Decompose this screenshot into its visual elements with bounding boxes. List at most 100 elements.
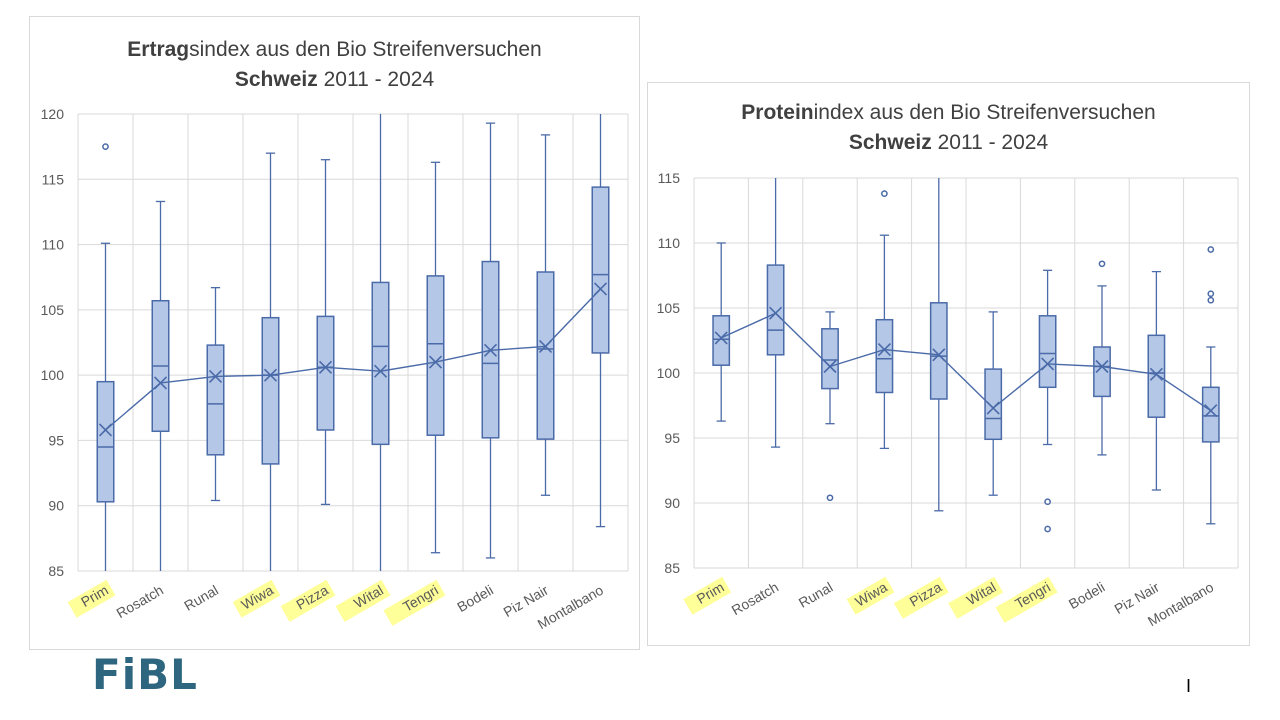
yield-boxplot-svg: 85 90 95 100 105 110 115 120 Prim Rosatch Runal Wiw… <box>41 106 629 632</box>
y-tick-label: 120 <box>41 106 65 122</box>
chart-title-bold: Ertrag <box>127 38 190 61</box>
chart-subtitle: Schweiz 2011 - 2024 <box>30 64 639 96</box>
mean-line <box>720 312 1212 412</box>
mean-marker <box>986 401 1000 415</box>
box <box>206 344 225 456</box>
x-tick-label: Prim <box>683 576 732 615</box>
y-tick-label: 90 <box>664 495 680 511</box>
outlier-point <box>1044 525 1051 533</box>
x-tick-label: Runal <box>181 582 221 614</box>
x-tick-label: Rosatch <box>729 579 781 619</box>
x-tick-label: Rosatch <box>114 582 166 622</box>
y-tick-label: 110 <box>42 237 65 253</box>
box <box>875 318 894 394</box>
fibl-logo: FiBL <box>92 650 198 699</box>
y-tick-label: 105 <box>657 300 681 316</box>
outlier-point <box>102 143 109 150</box>
mean-marker <box>877 343 891 357</box>
box <box>1038 315 1057 389</box>
x-tick-label: Wiwa <box>232 579 281 618</box>
chart-title-rest: index aus den Bio Streifenversuchen <box>813 101 1156 124</box>
chart-subtitle-bold: Schweiz <box>234 68 318 91</box>
box <box>1201 386 1220 443</box>
outlier-point <box>1207 246 1215 253</box>
x-tick-label: Runal <box>796 579 836 611</box>
mean-marker <box>1149 367 1163 381</box>
svg-text:Runal: Runal <box>796 579 836 611</box>
svg-text:Bodeli: Bodeli <box>454 582 496 615</box>
yield-index-chart: Ertragsindex aus den Bio Streifenversuch… <box>29 16 640 650</box>
svg-text:Runal: Runal <box>181 582 221 614</box>
outlier-point <box>1207 296 1215 304</box>
mean-marker <box>483 343 498 357</box>
mean-marker <box>428 355 443 369</box>
y-tick-label: 90 <box>48 498 64 514</box>
mean-line <box>105 288 602 431</box>
x-tick-label: Bodeli <box>1066 579 1108 612</box>
mean-marker <box>98 423 113 437</box>
y-tick-label: 115 <box>658 170 681 186</box>
chart-title-bold: Protein <box>741 101 814 124</box>
box <box>929 302 948 400</box>
y-tick-label: 100 <box>41 367 65 383</box>
x-tick-label: Wital <box>948 576 1004 619</box>
slide-mark: I <box>1186 676 1192 696</box>
x-tick-label: Wiwa <box>846 576 895 615</box>
chart-subtitle-rest: 2011 - 2024 <box>317 68 435 91</box>
mean-marker <box>769 306 783 320</box>
mean-marker <box>823 359 837 374</box>
chart-subtitle-bold: Schweiz <box>848 131 932 154</box>
y-tick-label: 85 <box>664 560 680 576</box>
chart-subtitle-rest: 2011 - 2024 <box>931 131 1049 154</box>
y-tick-label: 105 <box>41 302 65 318</box>
box <box>821 328 839 390</box>
mean-marker <box>153 376 168 390</box>
mean-marker <box>1095 359 1109 374</box>
mean-marker <box>263 368 278 382</box>
outlier-point <box>881 190 888 197</box>
y-tick-label: 100 <box>657 365 681 381</box>
box <box>536 271 555 440</box>
mean-marker <box>373 364 388 378</box>
box <box>591 186 610 354</box>
box <box>712 315 731 366</box>
outlier-point <box>1207 290 1215 298</box>
mean-marker <box>1204 404 1218 418</box>
outlier-point <box>826 494 834 502</box>
y-tick-label: 115 <box>42 171 65 187</box>
svg-text:Rosatch: Rosatch <box>729 579 781 619</box>
mean-marker <box>593 282 608 296</box>
mean-marker <box>1041 357 1055 371</box>
box <box>371 281 390 446</box>
svg-text:Rosatch: Rosatch <box>114 582 166 622</box>
x-tick-label: Tengri <box>995 576 1058 623</box>
box <box>426 275 445 436</box>
x-tick-label: Wital <box>335 579 391 622</box>
box <box>984 368 1003 441</box>
y-tick-label: 85 <box>48 563 64 579</box>
y-tick-label: 95 <box>664 430 680 446</box>
mean-marker <box>932 348 946 362</box>
protein-boxplot-svg: 85 90 95 100 105 110 115 Prim Rosatch Runal Wiwa Pi… <box>657 170 1239 629</box>
box <box>261 316 280 465</box>
box <box>96 380 115 503</box>
chart-title-rest: sindex aus den Bio Streifenversuchen <box>189 38 542 61</box>
mean-marker <box>208 369 223 384</box>
mean-marker <box>318 360 333 374</box>
box <box>1093 346 1111 398</box>
chart-title: Ertragsindex aus den Bio Streifenversuch… <box>30 34 639 66</box>
x-tick-label: Prim <box>67 579 116 618</box>
protein-index-chart: Proteinindex aus den Bio Streifenversuch… <box>647 82 1250 646</box>
x-tick-label: Bodeli <box>454 582 496 615</box>
x-tick-label: Pizza <box>280 579 336 622</box>
mean-marker <box>538 339 553 353</box>
y-tick-label: 95 <box>48 432 64 448</box>
x-tick-label: Pizza <box>893 576 949 619</box>
outlier-point <box>1044 498 1051 506</box>
svg-text:Bodeli: Bodeli <box>1066 579 1108 612</box>
x-tick-label: Tengri <box>383 579 446 626</box>
mean-marker <box>714 331 728 345</box>
box <box>316 315 335 431</box>
y-tick-label: 110 <box>658 235 681 251</box>
outlier-point <box>1098 260 1106 268</box>
